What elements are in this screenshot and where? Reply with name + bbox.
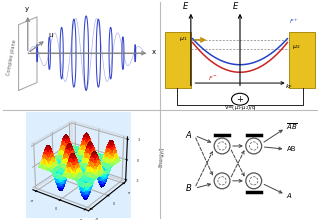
Text: Complex plane: Complex plane [6, 39, 17, 75]
Text: B: B [186, 184, 191, 193]
Text: E: E [183, 2, 188, 11]
FancyBboxPatch shape [165, 32, 191, 88]
Text: u: u [49, 32, 53, 38]
Text: x: x [152, 49, 156, 55]
Text: $k_F$: $k_F$ [284, 82, 293, 91]
Text: y: y [25, 6, 29, 12]
Text: A: A [186, 131, 191, 140]
Text: A: A [286, 193, 291, 199]
Text: V=($\mu_1$-$\mu_2$)/q: V=($\mu_1$-$\mu_2$)/q [224, 103, 256, 112]
Text: $\mu_1$: $\mu_1$ [179, 35, 187, 43]
Text: +: + [236, 95, 244, 104]
Text: AB: AB [286, 146, 296, 152]
Text: $F^-$: $F^-$ [208, 74, 218, 82]
Text: E: E [232, 2, 237, 11]
Text: $\overline{AB}$: $\overline{AB}$ [286, 122, 299, 132]
Text: $F^+$: $F^+$ [289, 17, 299, 26]
FancyBboxPatch shape [289, 32, 315, 88]
Text: $\mu_2$: $\mu_2$ [292, 44, 300, 51]
